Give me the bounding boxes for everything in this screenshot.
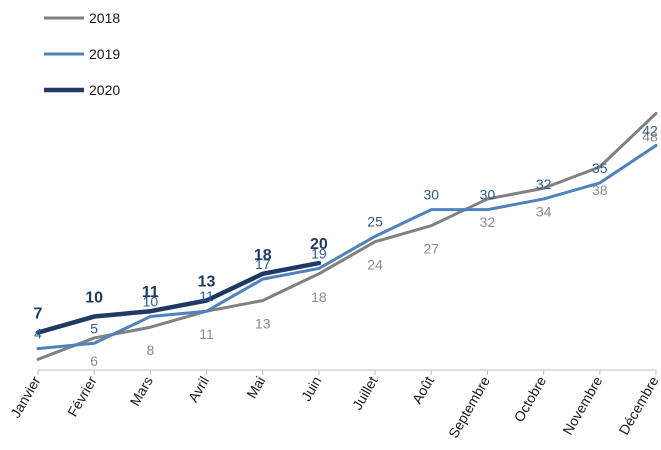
series-line-2019 [36,143,658,351]
legend-label: 2018 [89,10,120,26]
legend-label: 2019 [89,46,120,62]
data-label-2019: 17 [255,256,271,272]
data-label-2019: 19 [311,245,327,261]
x-tick-label: Juillet [349,373,381,412]
data-label-2018: 8 [146,342,154,358]
x-tick-label: Juin [298,374,325,404]
data-label-2020: 11 [142,284,159,301]
data-label-2019: 10 [143,294,159,310]
data-label-2018: 13 [255,316,271,332]
data-label-2020: 13 [198,274,216,291]
data-label-2018: 27 [423,241,439,257]
x-tick-label: Janvier [7,373,44,420]
data-label-2020: 20 [310,236,328,253]
x-tick-label: Septembre [445,373,493,440]
x-tick-label: Octobre [510,373,549,424]
data-label-2018: 32 [480,214,496,230]
data-label-2019: 30 [480,187,496,203]
data-label-2019: 32 [536,176,552,192]
x-tick-label: Août [409,373,437,406]
x-tick-label: Février [64,373,100,419]
x-tick-label: Avril [185,374,212,405]
data-label-2018: 38 [592,182,608,198]
series-line-2020 [35,260,322,335]
x-tick-label: Mai [243,374,268,402]
data-label-2019: 35 [592,160,608,176]
x-axis: Janvier Février Mars Avril Mai Juin Juillet Aoû… [7,369,661,441]
legend-label: 2020 [89,82,120,98]
data-label-2018: 11 [199,326,214,342]
data-label-2018: 34 [536,203,552,219]
x-tick-label: Mars [127,374,156,409]
data-label-2019: 11 [199,288,214,304]
data-label-2019: 42 [642,122,658,138]
data-label-2018: 24 [367,257,383,273]
data-label-2019: 5 [90,320,98,336]
series-lines [35,111,658,361]
data-label-2018: 48 [642,128,658,144]
data-label-2020: 10 [85,290,103,307]
data-label-2019: 4 [34,326,42,342]
data-label-2019: 25 [367,213,383,229]
data-label-2018: 18 [311,289,327,305]
x-tick-label: Décembre [615,373,661,437]
data-label-2019: 30 [423,187,439,203]
data-label-2020: 18 [254,247,272,264]
data-label-2018: 6 [90,353,98,369]
data-label-2020: 7 [34,306,43,323]
x-tick-label: Novembre [559,373,605,437]
series-line-2018 [36,111,658,361]
legend: 2018 2019 2020 [44,10,120,98]
